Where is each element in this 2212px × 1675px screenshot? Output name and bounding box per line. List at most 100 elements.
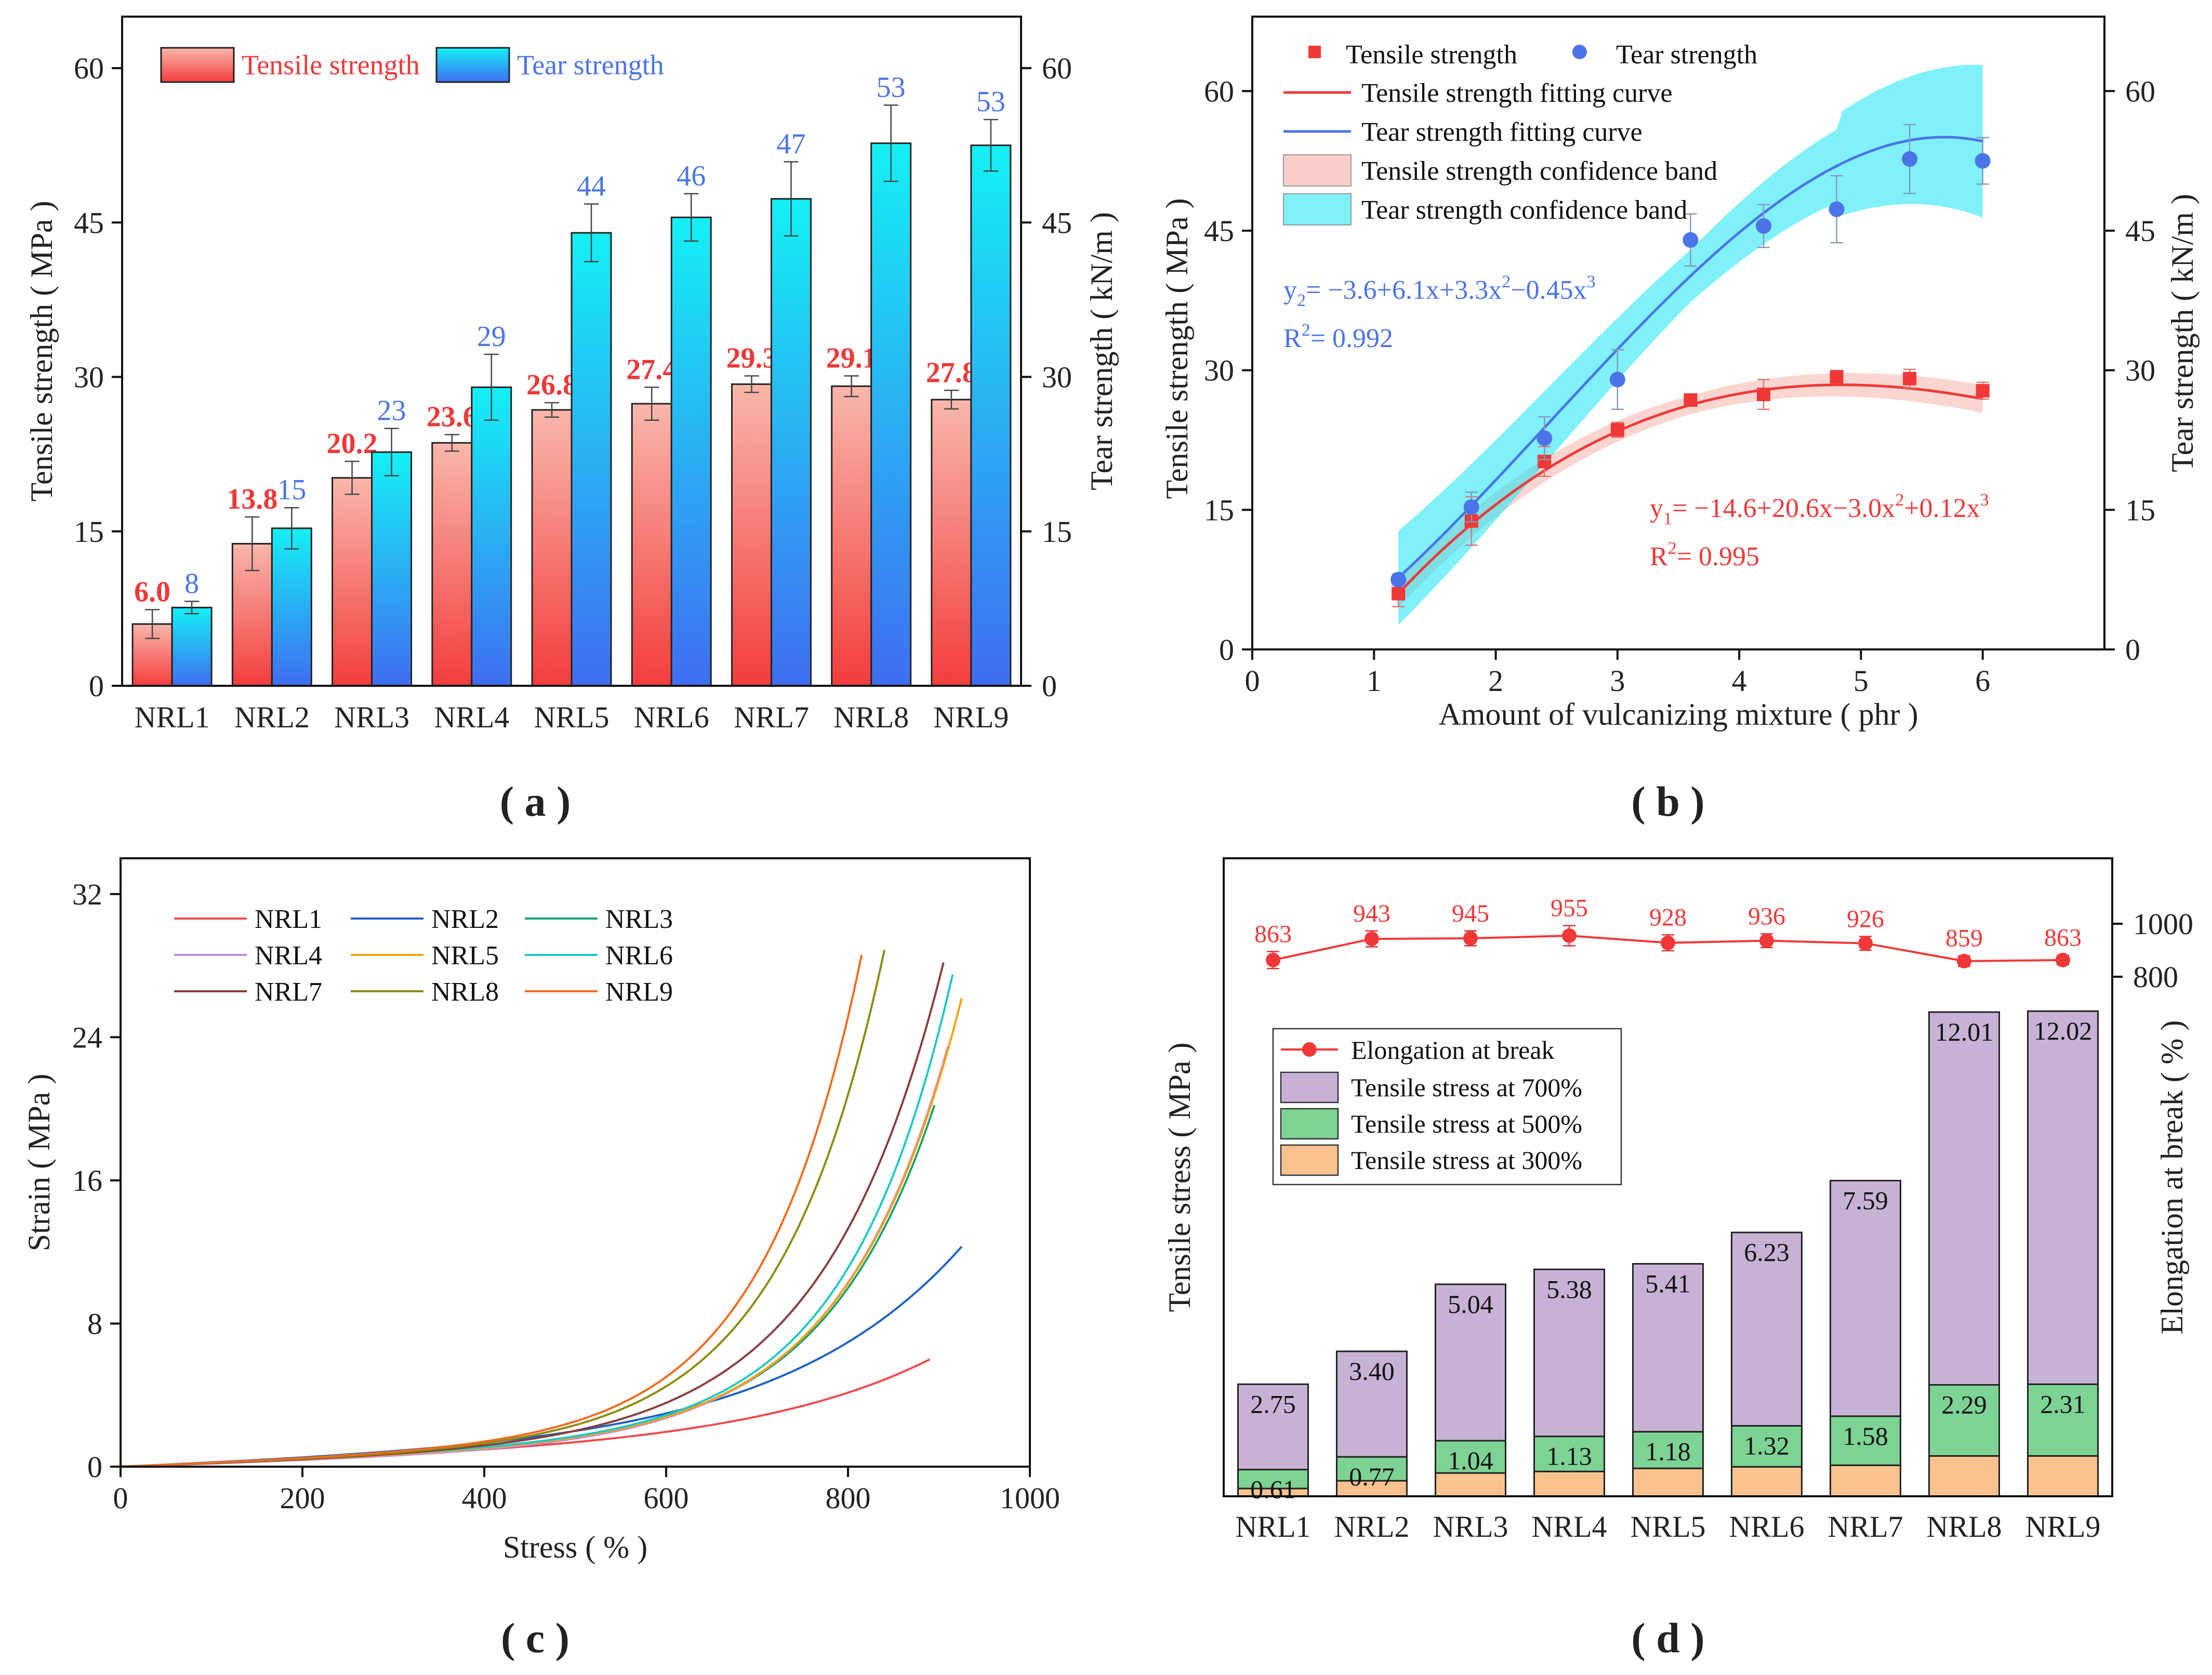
tensile-equation-pow: 2 (1895, 490, 1904, 510)
legend-marker-tear (1572, 45, 1587, 59)
stress-700-label: 7.59 (1843, 1186, 1888, 1215)
x-tick-label: NRL8 (833, 700, 909, 734)
y-tick-label: 30 (1204, 354, 1234, 388)
y-tick-label: 15 (1204, 493, 1234, 527)
stress-700-bar (1336, 1350, 1408, 1458)
x-tick-label: NRL1 (1236, 1510, 1311, 1544)
tear-data-label: 47 (776, 128, 805, 160)
tensile-bar (431, 442, 473, 687)
panel-d-label: ( d ) (1631, 1614, 1704, 1661)
x-tick-label: NRL4 (1532, 1510, 1607, 1544)
stress-500-label: 2.29 (1941, 1390, 1987, 1419)
stress-700-bar (2027, 1010, 2099, 1385)
tear-point (1683, 232, 1699, 248)
stress-500-bar (2027, 1383, 2099, 1457)
legend-stress-label: Tensile stress at 700% (1351, 1073, 1582, 1102)
legend-stress-label: Tensile stress at 300% (1351, 1146, 1582, 1175)
tensile-bar (831, 385, 872, 687)
x-axis-label: Amount of vulcanizing mixture ( phr ) (1438, 697, 1918, 732)
tear-data-label: 46 (677, 160, 706, 192)
x-tick-label: NRL2 (234, 700, 310, 734)
panel-a-label: ( a ) (500, 778, 571, 825)
tensile-point (1610, 423, 1624, 437)
plot-frame (120, 857, 1031, 1468)
x-tick-label: NRL1 (135, 700, 210, 734)
stress-700-bar (1928, 1011, 2000, 1386)
y-tick-label: 24 (72, 1020, 102, 1054)
y-tick-label: 60 (1204, 74, 1234, 108)
stress-500-label: 0.77 (1349, 1462, 1395, 1491)
stress-300-bar (1928, 1455, 2000, 1497)
tensile-bar (332, 477, 373, 687)
y-tick-label: 15 (74, 515, 104, 549)
legend-label-tear: Tear strength (517, 49, 664, 81)
tensile-r2: R2= 0.995 (1650, 539, 1759, 571)
elongation-point (2056, 952, 2070, 967)
stress-500-label: 2.31 (2040, 1389, 2086, 1418)
tensile-equation-term2: +0.12x (1904, 494, 1980, 523)
tensile-data-label: 13.8 (227, 483, 277, 515)
tear-data-label: 8 (184, 568, 199, 600)
curve-nrl6 (120, 974, 954, 1468)
elongation-point (1562, 928, 1577, 943)
tear-equation-var: y (1283, 275, 1297, 305)
legend-elongation-marker (1302, 1042, 1317, 1057)
elongation-label: 863 (2044, 924, 2082, 952)
tear-r2-value: = 0.992 (1310, 324, 1393, 353)
stress-500-bar (1830, 1415, 1901, 1466)
y2-tick-label: 15 (1042, 515, 1072, 549)
legend-tear-band-swatch (1283, 193, 1352, 225)
tear-data-label: 15 (277, 474, 306, 506)
y2-tick-label: 45 (1042, 206, 1072, 240)
stress-300-bar (1435, 1472, 1506, 1497)
y2-tick-label: 60 (2125, 74, 2155, 108)
tensile-data-label: 23.6 (427, 401, 478, 433)
tear-r2-sup: 2 (1302, 321, 1310, 340)
x-tick-label: 6 (1975, 664, 1990, 698)
legend-swatch-tensile (160, 47, 235, 83)
elongation-point (1957, 953, 1971, 968)
tear-equation-pow: 2 (1502, 272, 1511, 291)
y-tick-label: 45 (74, 206, 104, 240)
x-tick-label: NRL3 (1433, 1510, 1508, 1544)
tensile-bar (631, 403, 672, 687)
tear-bar (471, 386, 512, 687)
plot-frame (1251, 16, 2105, 650)
y2-tick-label: 800 (2133, 960, 2178, 994)
stress-300-bar (2027, 1455, 2099, 1497)
stress-500-label: 1.18 (1645, 1437, 1691, 1466)
legend-swatch-1 (1280, 1108, 1339, 1140)
legend-tensile-fit-label: Tensile strength fitting curve (1361, 78, 1673, 108)
elongation-point (1661, 935, 1675, 950)
legend-tensile-band-label: Tensile strength confidence band (1361, 156, 1717, 186)
elongation-point (1858, 936, 1873, 951)
stress-700-label: 5.38 (1546, 1274, 1592, 1304)
tensile-data-label: 26.8 (526, 369, 577, 401)
tear-equation-term: = −3.6+6.1x+3.3x (1306, 275, 1502, 305)
legend-stress-label: Tensile stress at 500% (1351, 1109, 1582, 1138)
x-tick-label: NRL7 (734, 700, 809, 734)
y-tick-label: 0 (1219, 633, 1234, 667)
legend-swatch-2 (1280, 1071, 1339, 1104)
legend-label-nrl8: NRL8 (431, 977, 499, 1007)
x-tick-label: 1000 (1000, 1481, 1060, 1515)
elongation-label: 859 (1945, 925, 1983, 952)
tear-bar (770, 198, 812, 687)
tensile-point (1976, 384, 1990, 398)
panel-b-label: ( b ) (1631, 778, 1704, 825)
stress-700-label: 5.04 (1448, 1290, 1493, 1319)
tear-data-label: 53 (976, 86, 1005, 118)
stress-700-bar (1830, 1179, 1901, 1417)
tensile-data-label: 27.4 (626, 353, 677, 385)
tear-bar (970, 144, 1012, 687)
x-tick-label: 0 (113, 1481, 128, 1515)
tensile-point (1392, 587, 1406, 601)
elongation-point (1365, 932, 1379, 947)
stress-700-bar (1533, 1268, 1605, 1438)
y-tick-label: 30 (74, 361, 104, 394)
y2-tick-label: 60 (1042, 51, 1072, 85)
stress-700-label: 5.41 (1645, 1269, 1691, 1298)
y-tick-label: 8 (87, 1307, 102, 1340)
tear-bar (271, 527, 312, 687)
